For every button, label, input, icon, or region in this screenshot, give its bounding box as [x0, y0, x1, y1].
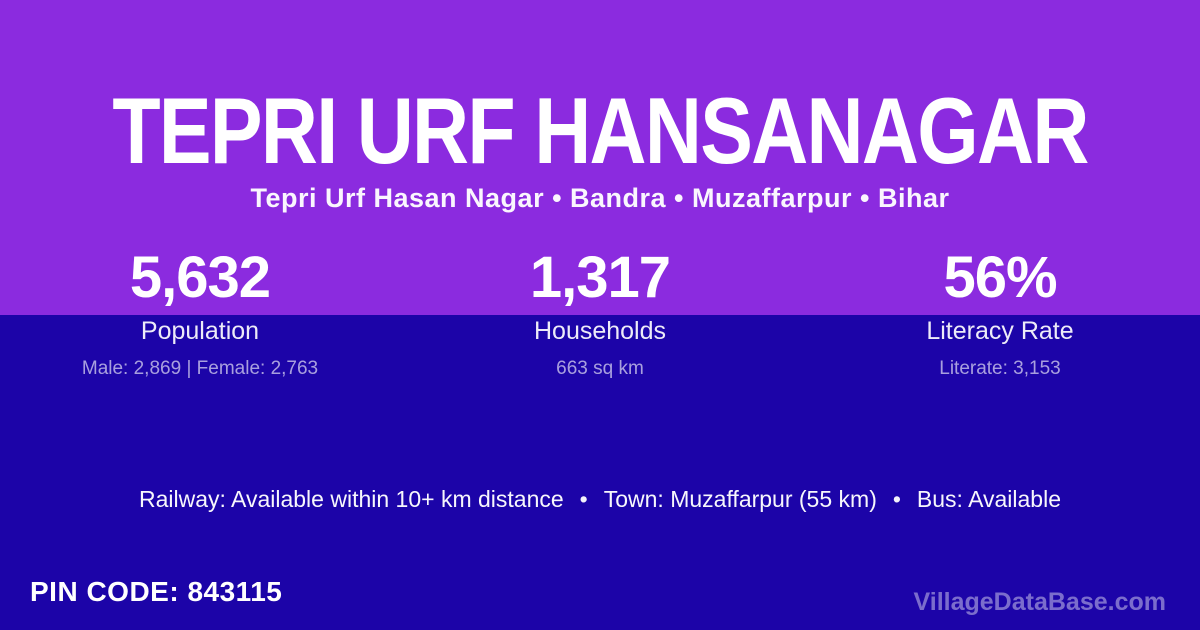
households-value: 1,317 — [529, 245, 671, 310]
village-title: TEPRI URF HANSANAGAR — [112, 78, 1089, 183]
stat-population: 5,632 Population Male: 2,869 | Female: 2… — [0, 245, 400, 380]
literacy-label: Literacy Rate — [926, 317, 1074, 345]
town-info: Town: Muzaffarpur (55 km) — [603, 486, 877, 512]
population-detail: Male: 2,869 | Female: 2,763 — [81, 358, 319, 379]
households-detail: 663 sq km — [556, 358, 644, 379]
stat-households: 1,317 Households 663 sq km — [400, 245, 800, 380]
pin-code: PIN CODE: 843115 — [30, 576, 283, 607]
bullet-separator: • — [892, 486, 901, 512]
location-breadcrumb: Tepri Urf Hasan Nagar • Bandra • Muzaffa… — [250, 183, 950, 213]
bullet-separator: • — [579, 486, 588, 512]
stats-row: 5,632 Population Male: 2,869 | Female: 2… — [0, 245, 1200, 380]
literacy-detail: Literate: 3,153 — [939, 358, 1061, 379]
site-watermark: VillageDataBase.com — [913, 588, 1166, 616]
households-label: Households — [533, 317, 667, 345]
literacy-value: 56% — [943, 245, 1057, 310]
population-value: 5,632 — [129, 245, 271, 310]
bus-info: Bus: Available — [916, 486, 1061, 512]
transport-info-line: Railway: Available within 10+ km distanc… — [0, 486, 1200, 513]
stat-literacy: 56% Literacy Rate Literate: 3,153 — [800, 245, 1200, 380]
railway-info: Railway: Available within 10+ km distanc… — [139, 486, 564, 512]
population-label: Population — [140, 317, 260, 345]
